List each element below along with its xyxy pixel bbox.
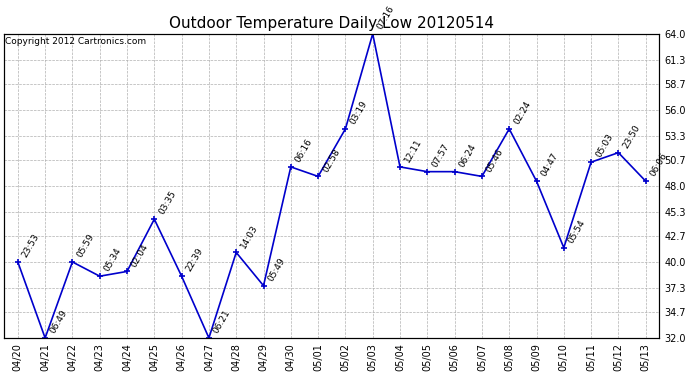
Text: 04:47: 04:47 — [540, 152, 560, 178]
Text: 05:03: 05:03 — [594, 132, 615, 159]
Text: 23:50: 23:50 — [621, 123, 642, 150]
Text: 05:34: 05:34 — [103, 247, 123, 273]
Text: 03:19: 03:19 — [348, 99, 369, 126]
Text: 03:35: 03:35 — [157, 189, 178, 216]
Text: 02:24: 02:24 — [512, 99, 533, 126]
Text: 06:49: 06:49 — [48, 308, 68, 335]
Text: 22:39: 22:39 — [184, 247, 205, 273]
Title: Outdoor Temperature Daily Low 20120514: Outdoor Temperature Daily Low 20120514 — [169, 16, 494, 31]
Text: 06:21: 06:21 — [212, 308, 233, 335]
Text: 06:24: 06:24 — [457, 142, 478, 169]
Text: 07:16: 07:16 — [375, 4, 396, 31]
Text: 05:49: 05:49 — [266, 256, 287, 283]
Text: 06:16: 06:16 — [293, 137, 315, 164]
Text: 12:11: 12:11 — [403, 137, 424, 164]
Text: 02:58: 02:58 — [321, 147, 342, 174]
Text: 02:04: 02:04 — [130, 242, 150, 268]
Text: 23:53: 23:53 — [21, 232, 41, 259]
Text: 05:59: 05:59 — [75, 232, 96, 259]
Text: 05:54: 05:54 — [566, 218, 587, 245]
Text: 05:46: 05:46 — [484, 147, 505, 174]
Text: 14:03: 14:03 — [239, 223, 259, 250]
Text: 07:57: 07:57 — [430, 142, 451, 169]
Text: Copyright 2012 Cartronics.com: Copyright 2012 Cartronics.com — [6, 37, 146, 46]
Text: 06:06: 06:06 — [649, 152, 669, 178]
